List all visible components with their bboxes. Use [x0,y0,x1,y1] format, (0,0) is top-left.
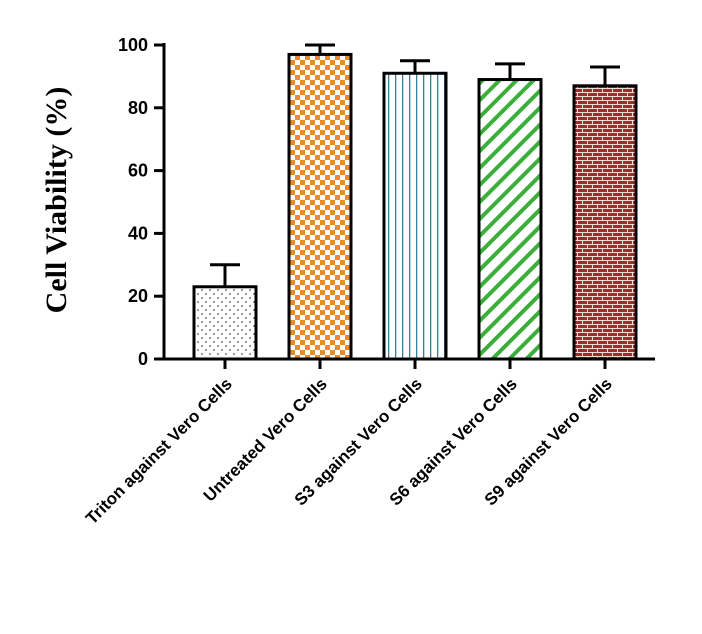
y-tick-label: 0 [138,349,148,369]
y-tick-label: 40 [128,223,148,243]
y-tick-label: 100 [118,35,148,55]
bar [192,285,258,361]
y-axis-label: Cell Viability (%) [40,87,73,314]
bar [572,84,638,361]
y-tick-label: 80 [128,98,148,118]
bar [477,78,543,361]
y-tick-label: 20 [128,286,148,306]
bar [287,52,353,361]
y-tick-label: 60 [128,161,148,181]
bar [382,71,448,361]
